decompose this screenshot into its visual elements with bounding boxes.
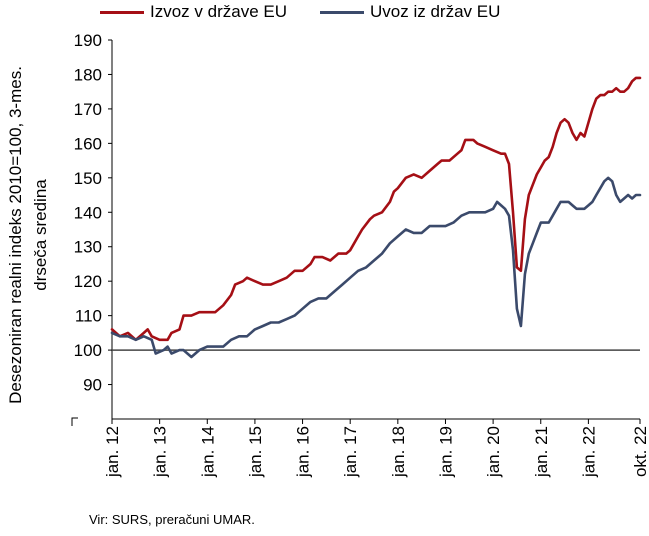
x-tick-label: jan. 16 (294, 426, 313, 478)
y-tick-label: 180 (74, 65, 102, 84)
x-tick-label: jan. 12 (103, 426, 122, 478)
legend-import: Uvoz iz držav EU (320, 2, 500, 22)
legend-import-label: Uvoz iz držav EU (370, 2, 501, 21)
y-tick-label: 130 (74, 238, 102, 257)
x-tick-label: jan. 19 (436, 426, 455, 478)
series-line-import (110, 176, 642, 359)
series-line-export (110, 76, 642, 342)
x-tick-label: jan. 13 (151, 426, 170, 478)
legend-import-swatch (320, 10, 364, 14)
y-tick-label: 170 (74, 100, 102, 119)
legend-export-swatch (100, 10, 144, 14)
x-tick-label: jan. 22 (579, 426, 598, 478)
y-tick-label: 160 (74, 134, 102, 153)
y-tick-label: 120 (74, 272, 102, 291)
x-tick-label: jan. 18 (389, 426, 408, 478)
plot-area: 90 100 110 120 130 140 150 160 170 180 190 jan. 12 j… (71, 31, 649, 478)
y-axis-break-mark (71, 417, 78, 426)
x-tick-label: jan. 17 (341, 426, 360, 478)
legend-export: Izvoz v države EU (100, 2, 287, 22)
y-tick-label: 140 (74, 203, 102, 222)
y-tick-label: 150 (74, 169, 102, 188)
y-tick-label: 110 (75, 307, 102, 326)
legend-export-label: Izvoz v države EU (150, 2, 287, 21)
x-tick-label: jan. 21 (532, 426, 551, 478)
y-axis-label-line1: Desezoniran realni indeks 2010=100, 3-me… (6, 66, 25, 404)
source-note: Vir: SURS, preračuni UMAR. (89, 512, 255, 527)
x-tick-label: jan. 14 (198, 426, 217, 478)
y-tick-label: 90 (83, 376, 102, 395)
x-tick-label: okt. 22 (631, 426, 649, 477)
x-tick-label: jan. 20 (484, 426, 503, 478)
y-axis-label-line2: drseča sredina (31, 179, 50, 291)
y-tick-label: 100 (74, 341, 102, 360)
y-tick-label: 190 (74, 31, 102, 50)
x-tick-label: jan. 15 (246, 426, 265, 478)
